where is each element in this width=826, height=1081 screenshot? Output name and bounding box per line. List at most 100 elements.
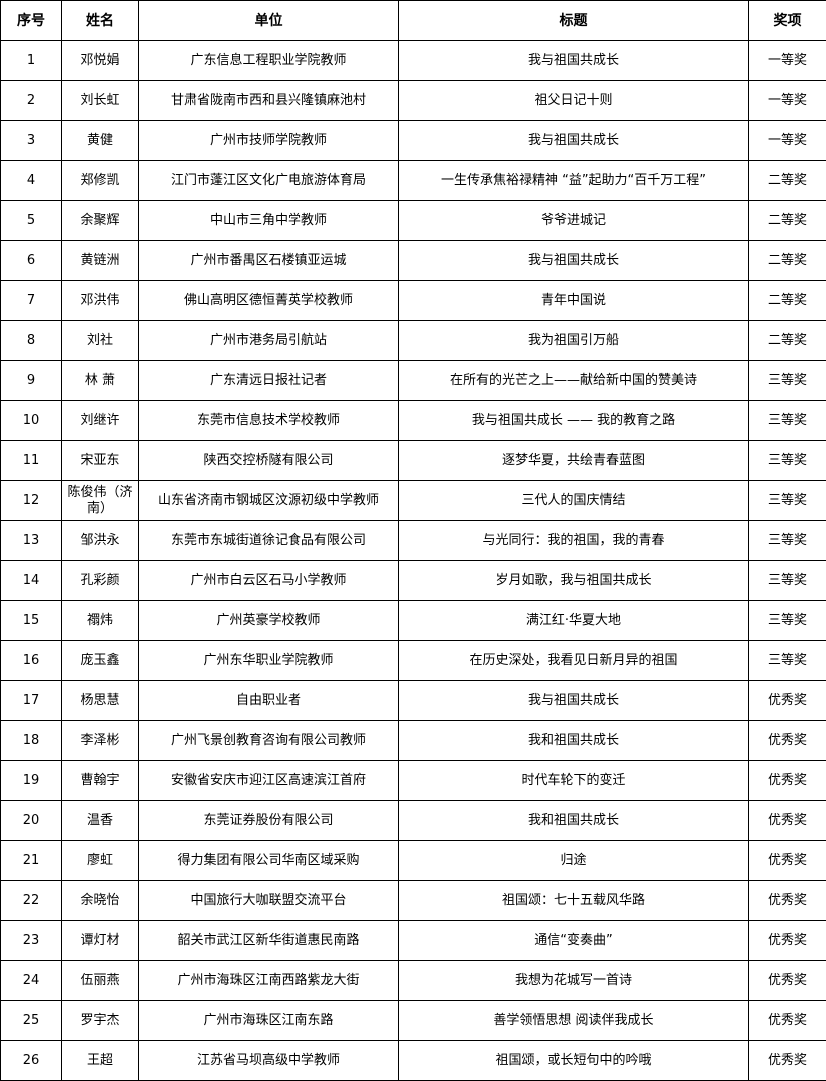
cell-index: 25 (0, 1000, 62, 1041)
cell-name: 谭灯材 (61, 920, 139, 961)
table-row: 22 余晓怡 中国旅行大咖联盟交流平台 祖国颂：七十五载风华路 优秀奖 (0, 880, 826, 921)
header-award: 奖项 (748, 0, 826, 41)
table-row: 11 宋亚东 陕西交控桥隧有限公司 逐梦华夏，共绘青春蓝图 三等奖 (0, 440, 826, 481)
cell-name: 邹洪永 (61, 520, 139, 561)
cell-unit: 东莞市信息技术学校教师 (138, 400, 399, 441)
cell-title: 岁月如歌，我与祖国共成长 (398, 560, 749, 601)
cell-unit: 广州东华职业学院教师 (138, 640, 399, 681)
cell-title: 通信“变奏曲” (398, 920, 749, 961)
cell-award: 二等奖 (748, 200, 826, 241)
cell-award: 优秀奖 (748, 680, 826, 721)
cell-award: 一等奖 (748, 120, 826, 161)
cell-award: 三等奖 (748, 480, 826, 521)
cell-title: 我与祖国共成长 —— 我的教育之路 (398, 400, 749, 441)
cell-title: 我与祖国共成长 (398, 120, 749, 161)
header-index: 序号 (0, 0, 62, 41)
cell-award: 二等奖 (748, 320, 826, 361)
cell-name: 温香 (61, 800, 139, 841)
cell-unit: 广州市技师学院教师 (138, 120, 399, 161)
header-unit: 单位 (138, 0, 399, 41)
cell-unit: 安徽省安庆市迎江区高速滨江首府 (138, 760, 399, 801)
cell-name: 杨思慧 (61, 680, 139, 721)
table-row: 13 邹洪永 东莞市东城街道徐记食品有限公司 与光同行：我的祖国，我的青春 三等奖 (0, 520, 826, 561)
cell-title: 满江红·华夏大地 (398, 600, 749, 641)
table-row: 7 邓洪伟 佛山高明区德恒菁英学校教师 青年中国说 二等奖 (0, 280, 826, 321)
cell-unit: 韶关市武江区新华街道惠民南路 (138, 920, 399, 961)
cell-unit: 甘肃省陇南市西和县兴隆镇麻池村 (138, 80, 399, 121)
cell-award: 二等奖 (748, 240, 826, 281)
table-row: 23 谭灯材 韶关市武江区新华街道惠民南路 通信“变奏曲” 优秀奖 (0, 920, 826, 961)
cell-unit: 广东信息工程职业学院教师 (138, 40, 399, 81)
cell-title: 祖父日记十则 (398, 80, 749, 121)
cell-award: 三等奖 (748, 640, 826, 681)
cell-name: 林 萧 (61, 360, 139, 401)
cell-award: 优秀奖 (748, 1040, 826, 1081)
cell-unit: 广州市白云区石马小学教师 (138, 560, 399, 601)
cell-title: 逐梦华夏，共绘青春蓝图 (398, 440, 749, 481)
cell-index: 18 (0, 720, 62, 761)
cell-name: 黄健 (61, 120, 139, 161)
table-row: 26 王超 江苏省马坝高级中学教师 祖国颂，或长短句中的吟哦 优秀奖 (0, 1040, 826, 1081)
cell-unit: 陕西交控桥隧有限公司 (138, 440, 399, 481)
cell-unit: 自由职业者 (138, 680, 399, 721)
cell-index: 19 (0, 760, 62, 801)
cell-name: 余晓怡 (61, 880, 139, 921)
cell-award: 一等奖 (748, 40, 826, 81)
cell-award: 优秀奖 (748, 800, 826, 841)
cell-title: 与光同行：我的祖国，我的青春 (398, 520, 749, 561)
table-row: 18 李泽彬 广州飞景创教育咨询有限公司教师 我和祖国共成长 优秀奖 (0, 720, 826, 761)
table-row: 21 廖虹 得力集团有限公司华南区域采购 归途 优秀奖 (0, 840, 826, 881)
cell-award: 优秀奖 (748, 840, 826, 881)
cell-index: 10 (0, 400, 62, 441)
cell-name: 邓悦娟 (61, 40, 139, 81)
cell-award: 二等奖 (748, 280, 826, 321)
cell-award: 优秀奖 (748, 880, 826, 921)
cell-index: 9 (0, 360, 62, 401)
cell-title: 我为祖国引万船 (398, 320, 749, 361)
cell-title: 我与祖国共成长 (398, 680, 749, 721)
cell-name: 禤炜 (61, 600, 139, 641)
cell-index: 20 (0, 800, 62, 841)
cell-index: 22 (0, 880, 62, 921)
cell-title: 善学领悟思想 阅读伴我成长 (398, 1000, 749, 1041)
cell-title: 祖国颂：七十五载风华路 (398, 880, 749, 921)
cell-title: 爷爷进城记 (398, 200, 749, 241)
table-row: 17 杨思慧 自由职业者 我与祖国共成长 优秀奖 (0, 680, 826, 721)
header-title: 标题 (398, 0, 749, 41)
cell-index: 1 (0, 40, 62, 81)
cell-title: 三代人的国庆情结 (398, 480, 749, 521)
cell-title: 时代车轮下的变迁 (398, 760, 749, 801)
cell-name: 黄链洲 (61, 240, 139, 281)
cell-index: 21 (0, 840, 62, 881)
header-name: 姓名 (61, 0, 139, 41)
cell-award: 优秀奖 (748, 920, 826, 961)
table-row: 20 温香 东莞证券股份有限公司 我和祖国共成长 优秀奖 (0, 800, 826, 841)
cell-title: 在历史深处，我看见日新月异的祖国 (398, 640, 749, 681)
cell-name: 李泽彬 (61, 720, 139, 761)
cell-unit: 广东清远日报社记者 (138, 360, 399, 401)
cell-title: 在所有的光芒之上——献给新中国的赞美诗 (398, 360, 749, 401)
cell-index: 17 (0, 680, 62, 721)
cell-index: 11 (0, 440, 62, 481)
table-row: 8 刘社 广州市港务局引航站 我为祖国引万船 二等奖 (0, 320, 826, 361)
cell-award: 一等奖 (748, 80, 826, 121)
cell-title: 一生传承焦裕禄精神 “益”起助力“百千万工程” (398, 160, 749, 201)
cell-index: 24 (0, 960, 62, 1001)
table-row: 10 刘继许 东莞市信息技术学校教师 我与祖国共成长 —— 我的教育之路 三等奖 (0, 400, 826, 441)
cell-name: 宋亚东 (61, 440, 139, 481)
cell-award: 优秀奖 (748, 960, 826, 1001)
cell-name: 王超 (61, 1040, 139, 1081)
cell-name: 刘继许 (61, 400, 139, 441)
cell-index: 14 (0, 560, 62, 601)
cell-index: 5 (0, 200, 62, 241)
cell-name: 邓洪伟 (61, 280, 139, 321)
cell-unit: 中国旅行大咖联盟交流平台 (138, 880, 399, 921)
table-body: 1 邓悦娟 广东信息工程职业学院教师 我与祖国共成长 一等奖 2 刘长虹 甘肃省陇南市西和县兴… (0, 40, 826, 1081)
cell-title: 我和祖国共成长 (398, 720, 749, 761)
header-row: 序号 姓名 单位 标题 奖项 (0, 0, 826, 41)
cell-name: 余聚辉 (61, 200, 139, 241)
table-row: 5 余聚辉 中山市三角中学教师 爷爷进城记 二等奖 (0, 200, 826, 241)
cell-name: 刘长虹 (61, 80, 139, 121)
